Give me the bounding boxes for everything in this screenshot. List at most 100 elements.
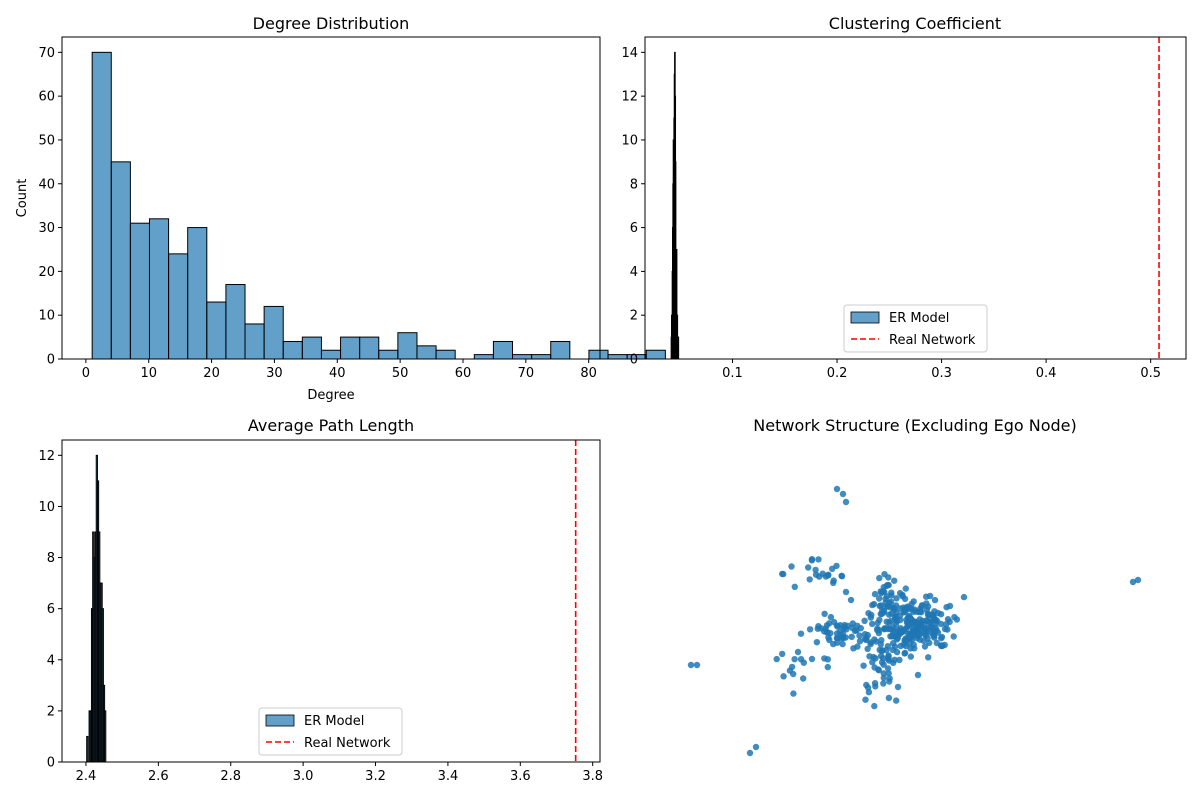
- network-node: [830, 577, 837, 584]
- network-node: [891, 656, 898, 663]
- network-node: [788, 663, 796, 671]
- clustering-coefficient-panel: Clustering Coefficient 0.1 0.2 0.3 0.4 0.5 0…: [621, 14, 1187, 381]
- path-length-legend-real-label: Real Network: [304, 736, 391, 751]
- network-node: [821, 610, 828, 617]
- network-node: [773, 655, 780, 663]
- degree-bar: [435, 349, 456, 360]
- path-length-x-tick-label: 2.8: [220, 769, 241, 784]
- path-length-y-tick-label: 0: [47, 756, 55, 771]
- network-node: [854, 643, 861, 650]
- average-path-length-title: Average Path Length: [248, 416, 414, 435]
- network-node: [893, 595, 900, 602]
- degree-bar: [512, 354, 533, 360]
- network-node: [808, 655, 816, 663]
- average-path-length-y-ticks: 0 2 4 6 8 10 12: [38, 449, 62, 771]
- network-node: [921, 629, 928, 636]
- clustering-x-tick-label: 0.4: [1036, 366, 1057, 381]
- network-structure-panel: Network Structure (Excluding Ego Node): [687, 416, 1142, 757]
- network-node: [938, 642, 945, 650]
- network-node: [838, 573, 846, 580]
- network-node: [905, 621, 912, 628]
- clustering-y-tick-label: 12: [621, 90, 638, 105]
- degree-y-tick-label: 10: [38, 309, 55, 324]
- degree-x-tick-label: 50: [392, 366, 409, 381]
- network-node: [797, 630, 805, 637]
- clustering-legend-real-label: Real Network: [889, 333, 976, 348]
- network-node: [864, 631, 871, 639]
- network-node: [904, 603, 911, 610]
- clustering-x-tick-label: 0.3: [931, 366, 952, 381]
- network-node: [910, 608, 917, 615]
- network-node: [860, 662, 867, 669]
- degree-bar: [416, 345, 437, 360]
- network-node: [891, 643, 899, 650]
- network-node: [896, 630, 904, 637]
- network-node: [891, 615, 899, 622]
- network-node: [833, 485, 841, 493]
- degree-bar: [282, 340, 303, 360]
- path-length-x-tick-label: 3.4: [438, 769, 459, 784]
- clustering-bar: [677, 336, 680, 360]
- network-node: [693, 661, 701, 669]
- degree-bar: [359, 336, 380, 360]
- network-node: [840, 625, 847, 633]
- network-node: [791, 656, 798, 663]
- degree-x-tick-label: 30: [266, 366, 283, 381]
- degree-bar: [645, 349, 666, 360]
- network-node: [890, 624, 897, 631]
- degree-x-tick-label: 80: [580, 366, 597, 381]
- path-length-legend-er-swatch: [265, 714, 295, 727]
- degree-y-tick-label: 60: [38, 90, 55, 105]
- network-node: [931, 596, 939, 604]
- network-node: [886, 611, 893, 618]
- degree-bar: [148, 218, 170, 360]
- degree-bar: [397, 332, 418, 360]
- network-node: [946, 602, 954, 610]
- network-structure-title: Network Structure (Excluding Ego Node): [753, 416, 1076, 435]
- network-node: [842, 588, 850, 596]
- average-path-length-x-ticks: 2.4 2.6 2.8 3.0 3.2 3.4 3.6 3.8: [76, 762, 603, 784]
- average-path-length-bars: [86, 454, 107, 763]
- network-node: [871, 636, 878, 643]
- network-node: [877, 588, 884, 595]
- path-length-y-tick-label: 12: [38, 449, 55, 464]
- clustering-legend: ER Model Real Network: [843, 304, 988, 353]
- network-nodes: [687, 485, 1142, 757]
- degree-distribution-axes-frame: [61, 36, 601, 360]
- clustering-x-tick-label: 0.5: [1140, 366, 1161, 381]
- network-node: [902, 642, 910, 650]
- path-length-legend-er-label: ER Model: [304, 714, 364, 729]
- network-node: [824, 663, 831, 671]
- network-node: [790, 670, 797, 678]
- network-node: [902, 585, 909, 592]
- clustering-y-tick-label: 10: [621, 133, 638, 148]
- clustering-legend-er-swatch: [850, 311, 880, 324]
- network-node: [938, 635, 945, 642]
- network-node: [816, 573, 823, 580]
- degree-bar: [588, 349, 609, 360]
- path-length-bar: [104, 710, 107, 763]
- network-node: [780, 673, 787, 680]
- network-node: [901, 649, 909, 657]
- network-node: [896, 656, 903, 664]
- network-node: [830, 618, 838, 626]
- degree-bar: [206, 301, 227, 360]
- network-node: [871, 590, 879, 598]
- network-node: [878, 659, 886, 666]
- network-node: [821, 628, 828, 635]
- clustering-y-tick-label: 14: [621, 46, 638, 61]
- degree-bar: [607, 354, 628, 360]
- degree-bar: [187, 227, 208, 360]
- network-node: [823, 622, 831, 629]
- network-node: [814, 625, 821, 632]
- network-node: [877, 641, 884, 648]
- degree-bar: [91, 51, 112, 360]
- network-node: [856, 632, 863, 639]
- network-node: [890, 629, 897, 636]
- clustering-x-tick-label: 0.2: [827, 366, 848, 381]
- network-node: [924, 610, 932, 617]
- network-node: [950, 633, 957, 640]
- path-length-x-tick-label: 2.4: [76, 769, 97, 784]
- network-node: [865, 689, 873, 696]
- degree-bar: [110, 161, 131, 360]
